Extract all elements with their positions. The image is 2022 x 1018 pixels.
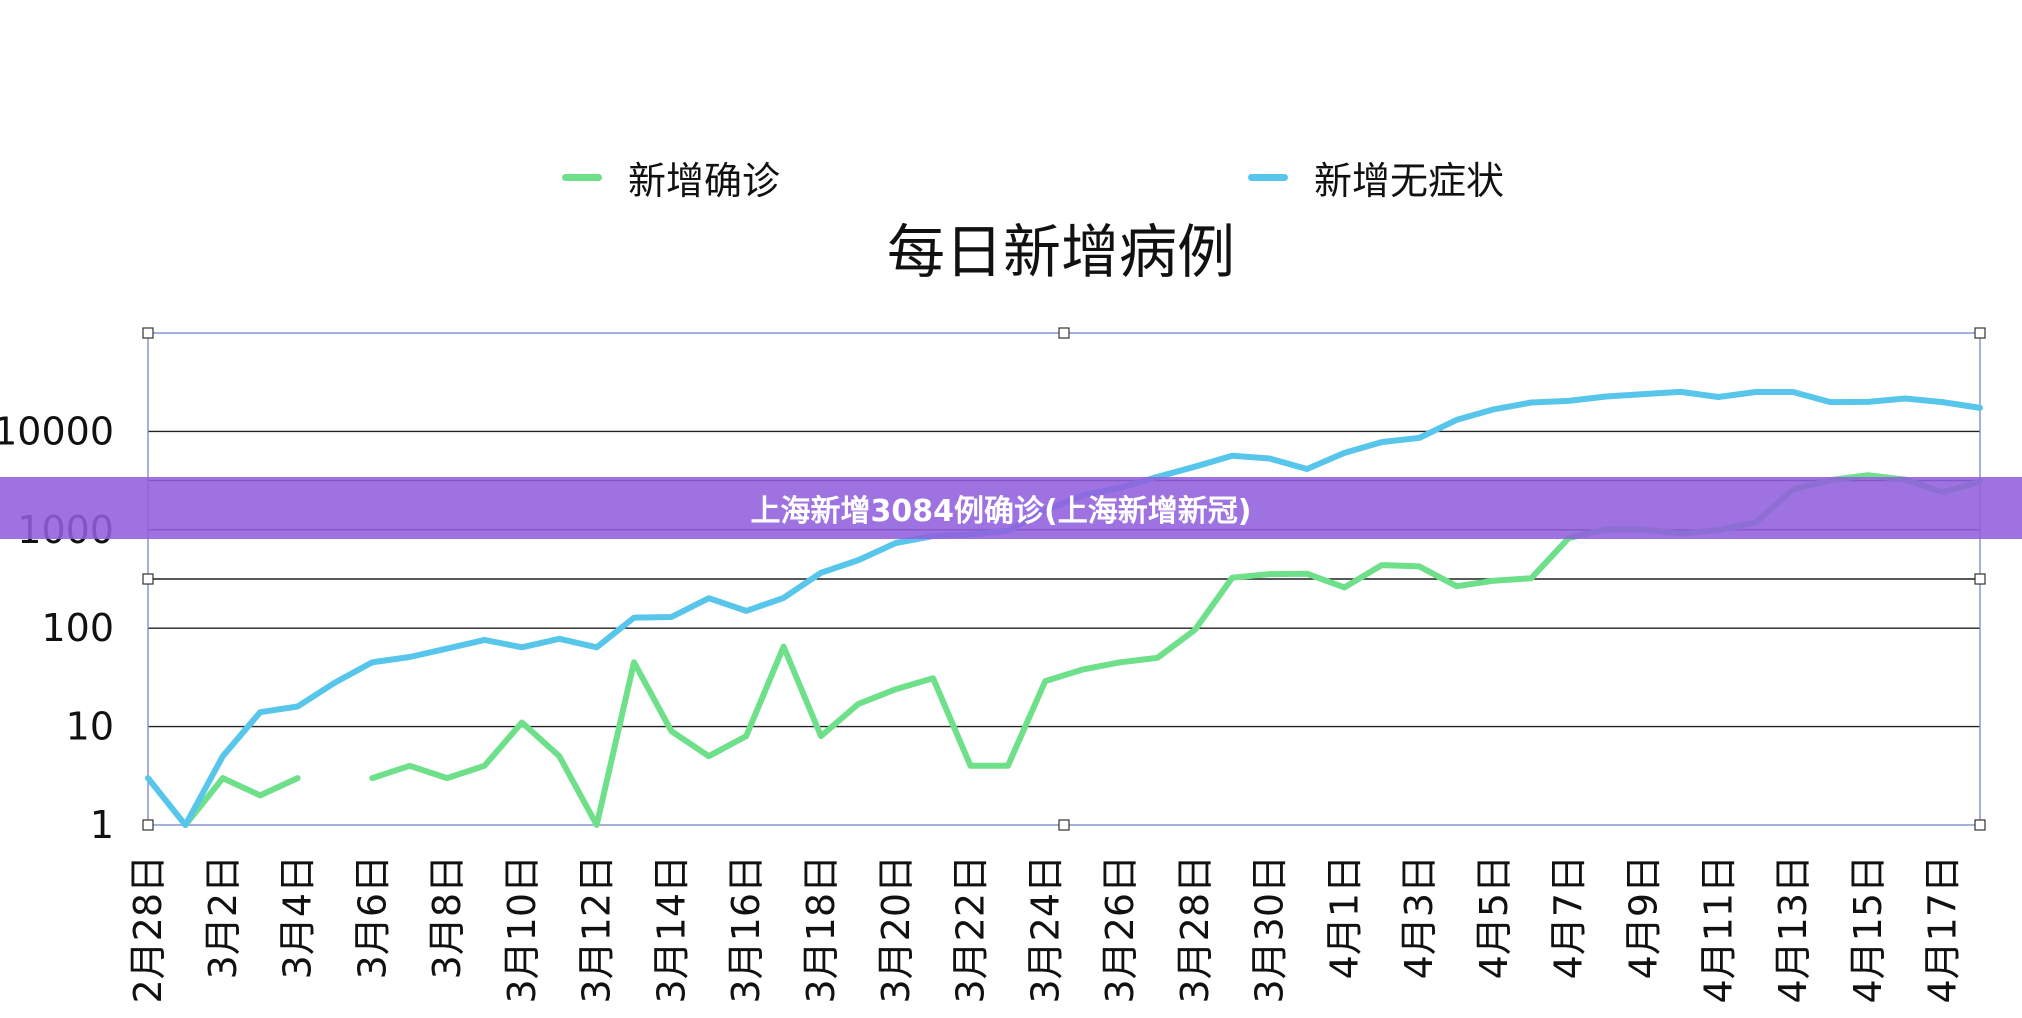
- x-tick-label: 2月28日: [126, 855, 170, 1004]
- x-tick-label: 3月8日: [425, 855, 469, 979]
- legend-item-confirmed: 新增确诊: [562, 150, 780, 205]
- x-tick-label: 3月4日: [276, 855, 320, 979]
- legend-item-asymptomatic: 新增无症状: [1248, 150, 1504, 205]
- y-tick-label: 10000: [0, 409, 114, 453]
- selection-handle: [1058, 819, 1070, 831]
- series-line-asymptomatic: [145, 388, 1983, 828]
- x-tick-label: 4月15日: [1846, 855, 1890, 1004]
- x-tick-label: 3月30日: [1248, 855, 1292, 1004]
- x-tick-label: 4月5日: [1472, 855, 1516, 979]
- y-tick-label: 1: [90, 803, 114, 847]
- x-tick-label: 3月12日: [575, 855, 619, 1004]
- chart-title: 每日新增病例: [886, 218, 1235, 286]
- x-tick-label: 4月13日: [1771, 855, 1815, 1004]
- x-axis-tick-labels: 2月28日 3月2日 3月4日 3月6日 3月8日 3月10日 3月12日 3月14日 3月16…: [126, 855, 1965, 1004]
- x-tick-label: 4月7日: [1547, 855, 1591, 979]
- y-axis-tick-labels: 110100100010000: [0, 409, 114, 847]
- y-tick-label: 10: [66, 705, 114, 749]
- headline-text: 上海新增3084例确诊(上海新增新冠): [750, 494, 1252, 529]
- legend-label-confirmed: 新增确诊: [628, 159, 781, 203]
- x-tick-label: 4月11日: [1696, 855, 1740, 1004]
- x-tick-label: 3月6日: [350, 855, 394, 979]
- x-tick-label: 3月26日: [1098, 855, 1142, 1004]
- x-tick-label: 3月28日: [1173, 855, 1217, 1004]
- x-tick-label: 3月24日: [1023, 855, 1067, 1004]
- x-tick-label: 3月14日: [649, 855, 693, 1004]
- x-tick-label: 4月3日: [1397, 855, 1441, 979]
- selection-handle: [1974, 573, 1986, 585]
- selection-handle: [1058, 327, 1070, 339]
- gridlines: [148, 430, 1980, 728]
- x-tick-label: 4月1日: [1322, 855, 1366, 979]
- x-tick-label: 3月2日: [201, 855, 245, 979]
- headline-banner: 上海新增3084例确诊(上海新增新冠): [0, 477, 2022, 539]
- legend-label-asymptomatic: 新增无症状: [1314, 159, 1505, 203]
- selection-handle: [142, 819, 154, 831]
- x-tick-label: 3月16日: [724, 855, 768, 1004]
- x-tick-label: 3月22日: [949, 855, 993, 1004]
- y-tick-label: 100: [41, 606, 114, 650]
- legend-swatch-confirmed: [562, 174, 602, 181]
- x-tick-label: 4月9日: [1622, 855, 1666, 979]
- x-tick-label: 4月17日: [1921, 855, 1965, 1004]
- x-tick-label: 3月18日: [799, 855, 843, 1004]
- selection-handle: [142, 327, 154, 339]
- selection-handle: [1974, 819, 1986, 831]
- x-tick-label: 3月10日: [500, 855, 544, 1004]
- chart-frame: [142, 327, 1986, 831]
- selection-handle: [1974, 327, 1986, 339]
- series-lines: [145, 388, 1983, 828]
- x-tick-label: 3月20日: [874, 855, 918, 1004]
- selection-handle: [142, 573, 154, 585]
- legend-swatch-asymptomatic: [1248, 174, 1288, 181]
